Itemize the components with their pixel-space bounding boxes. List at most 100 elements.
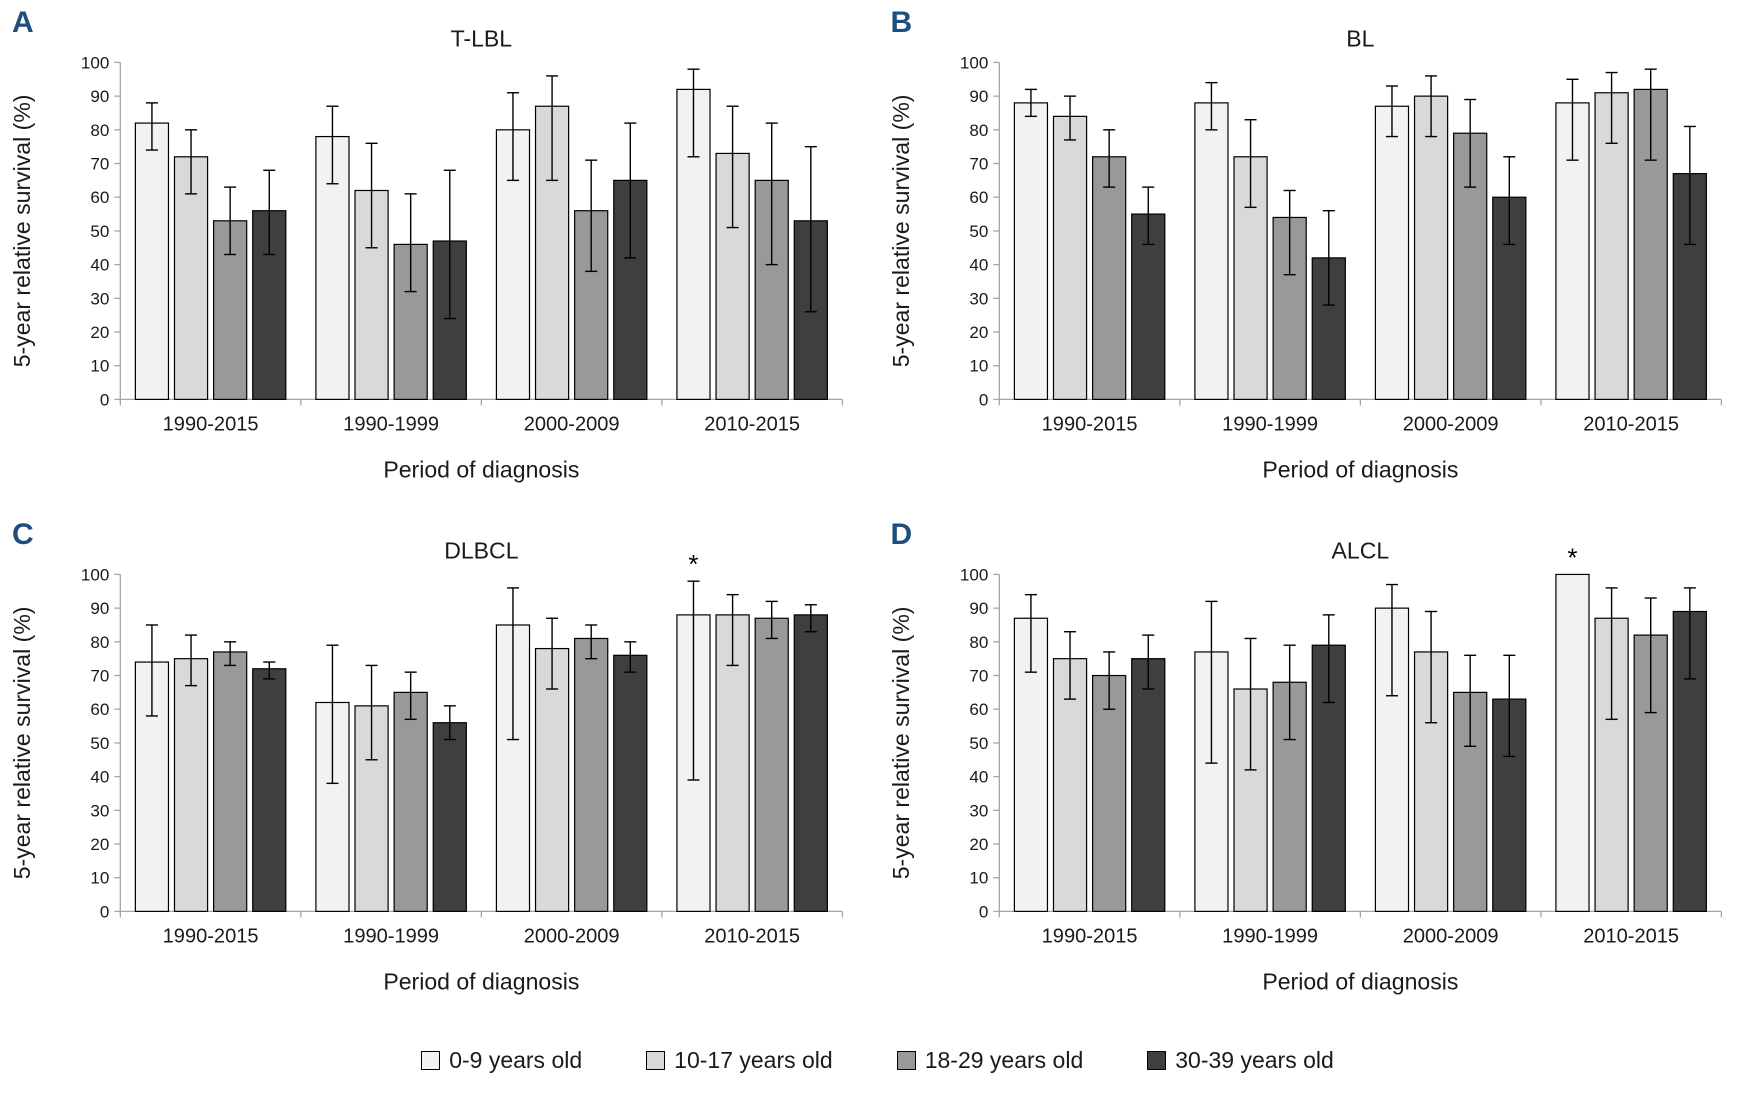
x-category-label: 2000-2009 [1402,413,1498,435]
bar [1374,105,1409,401]
bar [134,122,170,401]
y-tick-label: 90 [969,599,988,618]
bar [495,624,531,913]
y-tick-label: 60 [90,188,109,207]
bar [1013,102,1048,401]
x-axis-label: Period of diagnosis [1262,457,1458,483]
y-tick-label: 60 [90,700,109,719]
y-tick-label: 50 [90,222,109,241]
y-tick-label: 30 [90,289,109,308]
legend-label-30-39: 30-39 years old [1175,1046,1334,1073]
y-tick-label: 70 [90,155,109,174]
y-tick-label: 30 [90,801,109,820]
y-tick-label: 0 [100,390,109,409]
chart-title: ALCL [1331,537,1389,563]
x-axis-label: Period of diagnosis [383,969,579,995]
significance-asterisk: * [688,549,698,579]
legend-item-30-39: 30-39 years old [1147,1047,1334,1074]
x-axis-label: Period of diagnosis [383,457,579,483]
y-tick-label: 20 [969,835,988,854]
y-tick-label: 80 [969,121,988,140]
bar [1130,213,1165,401]
y-tick-label: 20 [969,323,988,342]
chart-alcl: ALCL 0 10 20 30 40 50 60 70 80 90 100 1990-2015 1990-… [888,537,1722,995]
y-tick-label: 70 [969,155,988,174]
chart-dlbcl: DLBCL 0 10 20 30 40 50 60 70 80 90 100 1990-2015 1990… [9,537,844,995]
y-tick-label: 40 [969,768,988,787]
bar [252,668,287,913]
y-tick-label: 100 [959,53,987,72]
x-category-label: 1990-1999 [343,413,439,435]
bar [1091,156,1126,401]
bar [1052,658,1087,913]
panel-letter-d: D [890,518,913,551]
y-tick-label: 60 [969,700,988,719]
y-tick-label: 70 [90,667,109,686]
x-category-label: 1990-2015 [1041,925,1137,947]
x-category-label: 2000-2009 [1402,925,1498,947]
legend-item-18-29: 18-29 years old [896,1046,1084,1074]
x-category-label: 1990-1999 [1222,925,1318,947]
bar [1130,658,1165,913]
panel-b-bl: B BL 0 10 20 30 40 50 60 70 80 90 100 1990-2015 1990-… [883,6,1752,510]
chart-t-lbl: T-LBL 0 10 20 30 40 50 60 70 80 90 100 1990-2015 1990… [9,25,844,483]
y-tick-label: 70 [969,667,988,686]
bar [213,651,248,913]
panel-letter-c: C [12,518,34,551]
y-tick-label: 80 [90,633,109,652]
x-category-label: 2000-2009 [524,925,620,947]
x-axis-label: Period of diagnosis [1262,969,1458,995]
x-category-label: 2000-2009 [524,413,620,435]
y-tick-label: 40 [90,768,109,787]
x-category-label: 2010-2015 [704,925,800,947]
y-tick-label: 0 [978,390,987,409]
y-tick-label: 50 [969,734,988,753]
legend-label-0-9: 0-9 years old [449,1046,583,1073]
bar [1554,573,1590,913]
panel-grid: A T-LBL 0 10 20 30 40 50 60 70 80 90 100 1990-2015 19… [4,6,1751,1022]
x-category-label: 2010-2015 [704,413,800,435]
bar [754,617,789,913]
y-tick-label: 80 [90,121,109,140]
legend-label-18-29: 18-29 years old [924,1046,1084,1073]
legend-swatch-10-17 [646,1050,666,1070]
legend-swatch-30-39 [1147,1050,1167,1070]
significance-asterisk: * [1567,542,1577,572]
bar [1672,610,1707,913]
bar [793,614,828,913]
y-tick-label: 30 [969,801,988,820]
x-category-label: 1990-1999 [343,925,439,947]
legend: 0-9 years old 10-17 years old 18-29 year… [4,1022,1751,1098]
y-axis-label: 5-year relative survival (%) [9,95,35,368]
y-tick-label: 30 [969,289,988,308]
bar [1193,102,1229,401]
y-tick-label: 90 [969,87,988,106]
bar [1091,674,1126,913]
y-tick-label: 100 [959,565,987,584]
y-tick-label: 0 [978,902,987,921]
y-axis-label: 5-year relative survival (%) [888,95,914,368]
chart-title: BL [1346,25,1374,51]
y-tick-label: 50 [969,222,988,241]
panel-a-t-lbl: A T-LBL 0 10 20 30 40 50 60 70 80 90 100 1990-2015 19… [4,6,873,510]
y-tick-label: 40 [90,256,109,275]
bar [432,722,467,913]
y-tick-label: 50 [90,734,109,753]
y-tick-label: 100 [81,565,109,584]
y-tick-label: 10 [90,869,109,888]
y-axis-label: 5-year relative survival (%) [888,607,914,880]
bar [173,658,209,913]
panel-c-dlbcl: C DLBCL 0 10 20 30 40 50 60 70 80 90 100 1990-2015 19… [4,518,873,1022]
y-tick-label: 90 [90,599,109,618]
legend-item-0-9: 0-9 years old [421,1047,582,1074]
legend-swatch-0-9 [421,1050,441,1070]
x-category-label: 1990-2015 [163,413,259,435]
legend-swatch-18-29 [896,1050,916,1070]
chart-title: T-LBL [451,25,513,51]
y-tick-label: 0 [100,902,109,921]
legend-item-10-17: 10-17 years old [646,1047,833,1074]
y-tick-label: 10 [90,357,109,376]
y-tick-label: 80 [969,633,988,652]
chart-bl: BL 0 10 20 30 40 50 60 70 80 90 100 1990-2015 1990-19… [888,25,1722,483]
bar [534,647,570,913]
